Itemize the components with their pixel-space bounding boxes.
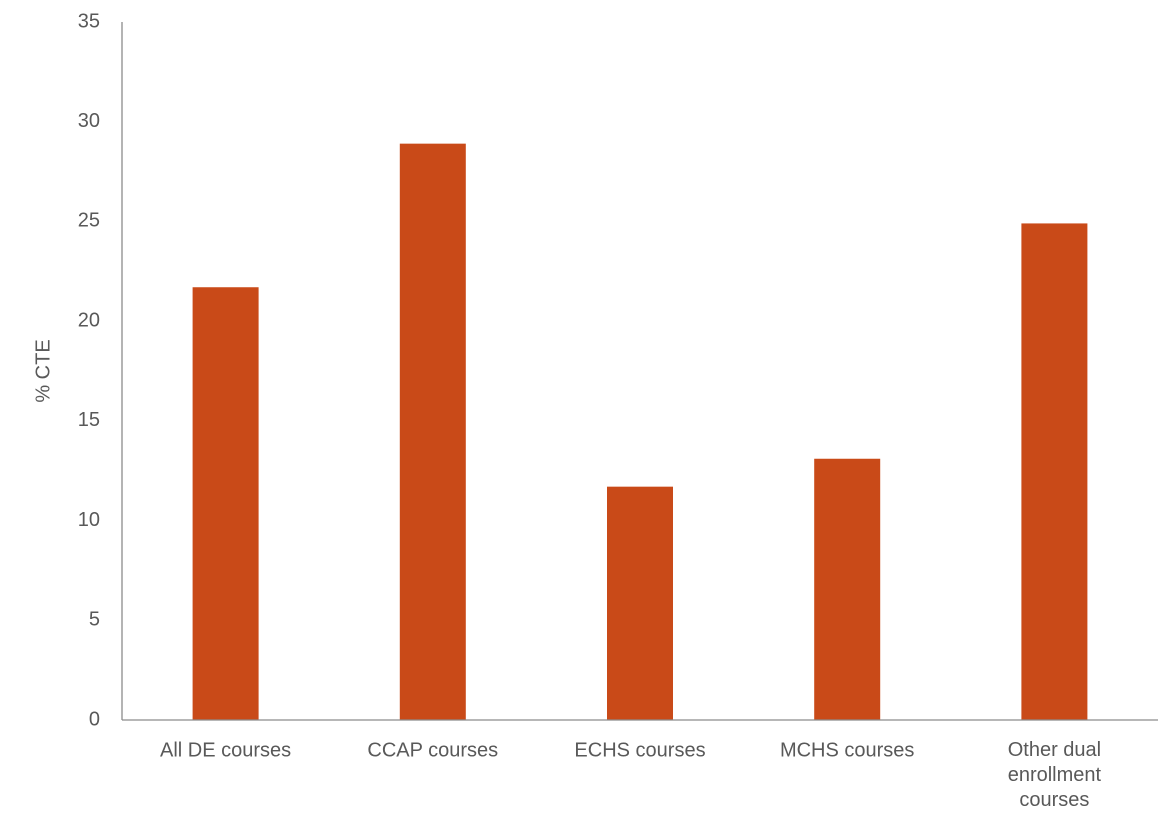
x-tick-label: Other dual enrollment courses — [1008, 739, 1102, 811]
y-tick-label: 20 — [78, 309, 100, 331]
x-tick-label: All DE courses — [160, 739, 291, 761]
bar — [399, 143, 466, 720]
y-tick-label: 5 — [89, 609, 100, 631]
y-tick-label: 25 — [78, 210, 100, 232]
x-tick-label: MCHS courses — [780, 739, 914, 761]
x-tick-label: CCAP courses — [367, 739, 498, 761]
bar — [814, 458, 881, 720]
y-tick-label: 30 — [78, 110, 100, 132]
y-tick-label: 15 — [78, 409, 100, 431]
y-tick-label: 35 — [78, 10, 100, 32]
bar — [1021, 223, 1088, 720]
y-tick-label: 10 — [78, 509, 100, 531]
x-tick-label: ECHS courses — [574, 739, 705, 761]
y-axis-label: % CTE — [32, 339, 54, 402]
y-tick-label: 0 — [89, 708, 100, 730]
bar — [607, 486, 673, 720]
bar — [192, 287, 259, 720]
